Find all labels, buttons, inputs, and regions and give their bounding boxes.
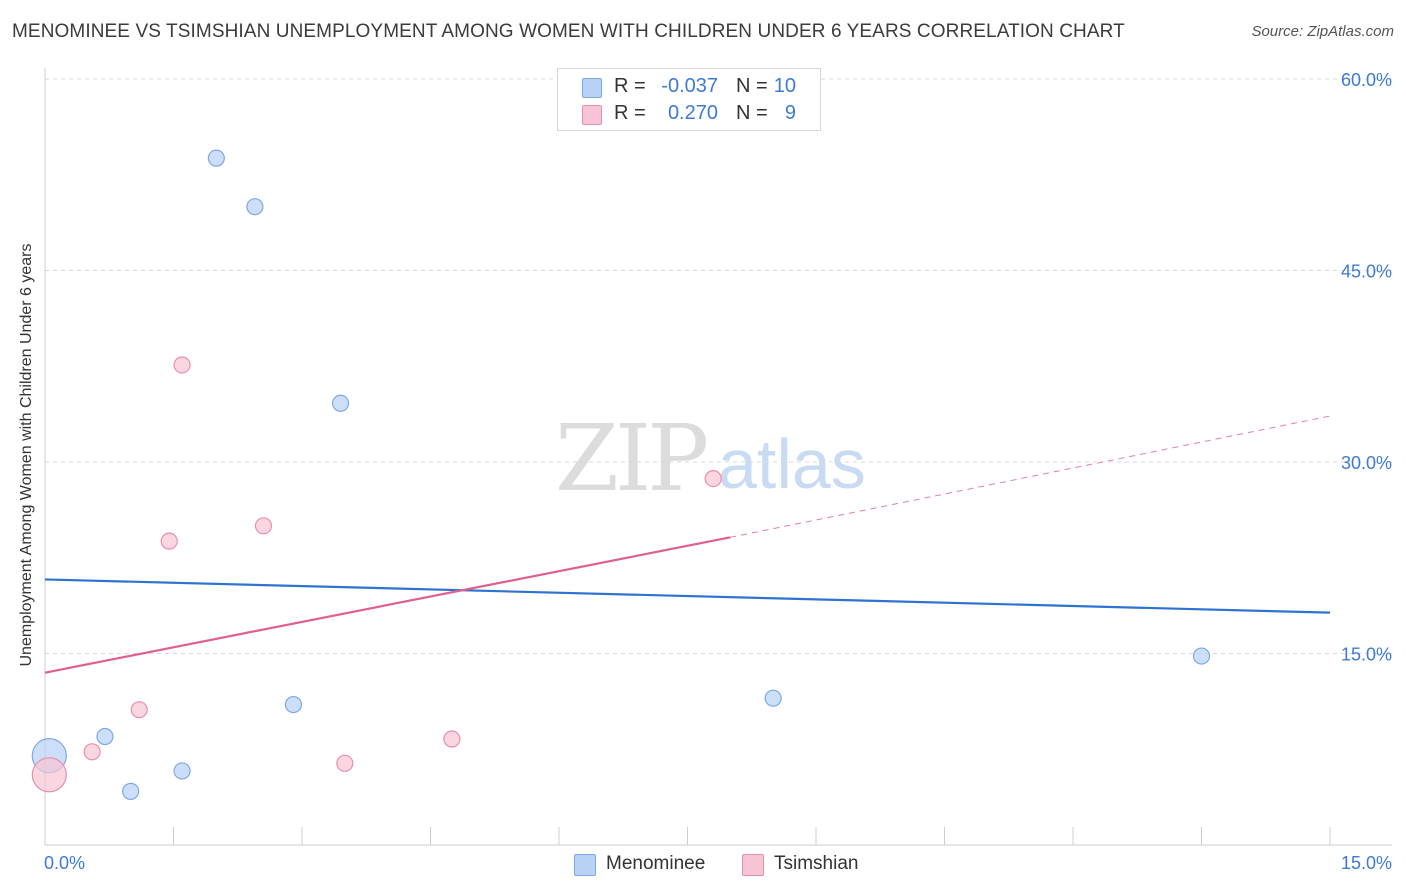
tsimshian-point <box>31 757 67 793</box>
y-tick-label: 45.0% <box>1341 262 1392 282</box>
watermark-zip: ZIP <box>555 405 706 512</box>
legend-row-tsimshian: R = 0.270 N = 9 <box>558 100 820 128</box>
menominee-trend-line <box>44 578 1331 614</box>
tsimshian-point <box>443 730 461 748</box>
tsimshian-point <box>160 532 178 550</box>
menominee-point <box>122 782 140 800</box>
y-tick-label: 60.0% <box>1341 70 1392 90</box>
menominee-point <box>331 394 350 412</box>
menominee-point <box>96 727 114 746</box>
menominee-swatch-icon <box>582 78 602 98</box>
menominee-point <box>173 762 191 780</box>
menominee-point <box>284 695 303 714</box>
y-axis-label: Unemployment Among Women with Children U… <box>18 243 35 667</box>
legend-r-label: R = <box>614 75 646 97</box>
legend-n-label: N = <box>736 102 768 124</box>
tsimshian-swatch-icon <box>582 105 602 125</box>
x-tick-label: 0.0% <box>44 853 85 873</box>
y-tick-label: 15.0% <box>1341 645 1392 665</box>
tsimshian-point <box>336 754 354 772</box>
menominee-point <box>207 149 225 167</box>
tsimshian-point <box>704 469 722 488</box>
tsimshian-point <box>254 517 273 535</box>
y-tick-label: 30.0% <box>1341 453 1392 473</box>
x-tick-label: 15.0% <box>1341 853 1392 873</box>
menominee-legend-icon <box>574 854 596 876</box>
legend-n-value: 10 <box>773 75 796 97</box>
legend-n-label: N = <box>736 75 768 97</box>
tsimshian-legend-icon <box>742 854 764 876</box>
legend-r-label: R = <box>614 102 646 124</box>
menominee-point <box>764 689 782 707</box>
watermark-atlas: atlas <box>718 425 866 503</box>
tsimshian-point <box>83 743 101 761</box>
series-legend: Menominee Tsimshian <box>0 852 1406 878</box>
menominee-point <box>246 198 264 216</box>
menominee-point <box>1192 647 1211 665</box>
source-credit: Source: ZipAtlas.com <box>1251 23 1394 40</box>
correlation-legend: R = -0.037 N = 10 R = 0.270 N = 9 <box>557 68 821 131</box>
tsimshian-trend-extension <box>730 415 1331 538</box>
tsimshian-point <box>173 356 191 374</box>
chart-title: MENOMINEE VS TSIMSHIAN UNEMPLOYMENT AMON… <box>12 21 1125 42</box>
legend-row-menominee: R = -0.037 N = 10 <box>558 73 820 101</box>
legend-label-tsimshian: Tsimshian <box>774 853 859 874</box>
legend-r-value: 0.270 <box>667 102 718 124</box>
legend-n-value: 9 <box>784 102 796 124</box>
tsimshian-point <box>130 701 148 719</box>
legend-label-menominee: Menominee <box>606 853 706 874</box>
legend-r-value: -0.037 <box>661 75 718 97</box>
tsimshian-trend-line <box>44 536 731 674</box>
